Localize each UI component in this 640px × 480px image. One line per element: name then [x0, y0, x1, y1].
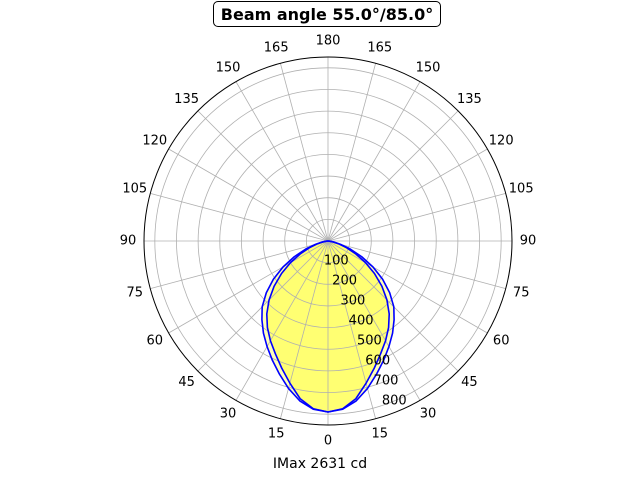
radial-tick-label: 800: [382, 394, 407, 409]
angle-tick-label: 45: [461, 375, 478, 390]
chart-title: Beam angle 55.0°/85.0°: [213, 1, 441, 27]
radial-gridline: [154, 67, 502, 415]
angle-tick-label: 75: [127, 285, 144, 300]
radial-tick-label: 500: [357, 334, 382, 349]
radial-gridline: [197, 110, 459, 372]
radial-gridline: [176, 89, 480, 393]
radial-gridline: [219, 132, 437, 350]
angle-gridline: [327, 240, 488, 334]
angle-tick-label: 150: [216, 60, 241, 75]
angle-gridline: [168, 240, 329, 334]
angle-gridline: [327, 63, 377, 242]
angle-gridline: [327, 148, 488, 242]
angle-tick-label: 165: [367, 40, 392, 55]
angle-tick-label: 150: [416, 60, 441, 75]
series-layer: [261, 240, 395, 413]
radial-tick-label: 400: [349, 314, 374, 329]
radial-tick-label: 600: [365, 354, 390, 369]
radial-gridline: [284, 197, 372, 285]
angle-tick-label: 135: [174, 92, 199, 107]
angle-tick-label: 105: [122, 182, 147, 197]
angle-gridline: [235, 240, 329, 401]
angle-tick-label: 0: [324, 434, 332, 449]
angle-gridline: [235, 81, 329, 242]
angle-tick-label: 45: [178, 375, 195, 390]
angle-tick-label: 60: [493, 334, 510, 349]
angle-gridline: [327, 81, 421, 242]
radial-tick-label: 300: [340, 294, 365, 309]
angle-tick-label: 60: [147, 334, 164, 349]
angle-gridline: [327, 110, 459, 242]
radial-tick-label: 100: [324, 254, 349, 269]
angle-tick-label: 120: [142, 134, 167, 149]
angle-tick-label: 15: [372, 427, 389, 442]
radial-gridline: [305, 218, 351, 264]
angle-tick-label: 30: [420, 407, 437, 422]
angle-gridline: [327, 240, 421, 401]
polar-frame: [143, 56, 513, 426]
angle-labels: 0 15 30 45 60 75 90 105 120 135 150 165 180 165 150 135…: [120, 34, 537, 449]
angle-tick-label: 75: [513, 285, 530, 300]
angle-tick-label: 90: [120, 234, 137, 249]
angle-tick-label: 180: [316, 34, 341, 49]
angle-tick-label: 15: [268, 427, 285, 442]
angle-gridline: [327, 192, 506, 242]
radial-labels: 100 200 300 400 500 600 700 800: [324, 254, 407, 409]
angle-gridline: [168, 148, 329, 242]
angle-gridline: [279, 63, 329, 242]
angle-tick-label: 90: [520, 234, 537, 249]
angle-tick-label: 30: [220, 407, 237, 422]
angle-gridline: [327, 240, 506, 290]
radial-tick-label: 200: [332, 274, 357, 289]
radial-tick-label: 700: [374, 374, 399, 389]
angle-tick-label: 135: [457, 92, 482, 107]
angle-tick-label: 165: [264, 40, 289, 55]
angle-tick-label: 105: [509, 182, 534, 197]
x-axis-label: IMax 2631 cd: [272, 456, 368, 472]
radial-gridline: [241, 154, 415, 328]
radial-gridline: [262, 175, 394, 307]
angle-gridline: [150, 192, 329, 242]
angle-gridline: [150, 240, 329, 290]
series-1-line: [261, 240, 395, 413]
angle-gridline: [197, 110, 329, 242]
angle-tick-label: 120: [489, 134, 514, 149]
